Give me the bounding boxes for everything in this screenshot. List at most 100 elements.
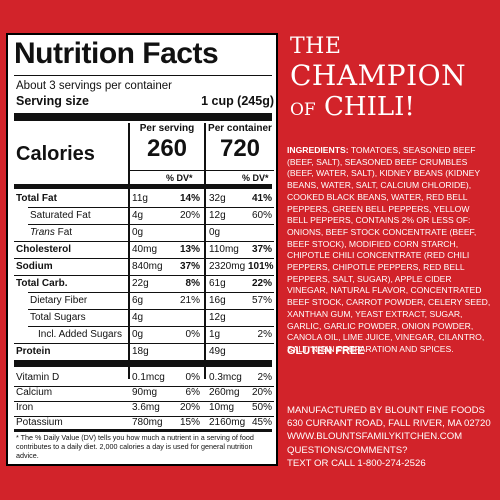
ingredients-text: Tomatoes, Seasoned Beef (Beef, Salt), Se… (287, 145, 491, 354)
container-amount: 2320mg (209, 261, 246, 272)
nutrient-label: Total Carb. (16, 275, 67, 292)
calories-per-container: 720 (219, 135, 261, 162)
ingredients-label: INGREDIENTS: (287, 145, 349, 155)
nutrient-name: Dietary Fiber (30, 295, 88, 306)
container-amount: 10mg (209, 402, 235, 413)
per-serving-header: Per serving (139, 123, 195, 134)
nutrient-label: Total Sugars (30, 309, 86, 326)
daily-value-footnote: * The % Daily Value (DV) tells you how m… (16, 433, 254, 460)
nutrient-label: Dietary Fiber (30, 292, 87, 309)
container-amount: 32g (209, 193, 226, 204)
rule (14, 416, 274, 417)
website-link[interactable]: WWW.BLOUNTSFAMILYKITCHEN.COM (287, 431, 463, 443)
rule (14, 275, 274, 276)
nutrient-name: Total Carb. (16, 278, 68, 289)
serving-size-label: Serving size (16, 94, 89, 108)
nutrient-label: Cholesterol (16, 241, 71, 258)
tagline-of: OF (290, 100, 316, 120)
serving-amount: 840mg (132, 261, 163, 272)
serving-dv: 15% (179, 417, 200, 428)
nutrient-row: Total Sugars 4g 12g (8, 309, 276, 326)
rule (28, 309, 274, 310)
vitamin-name: Calcium (16, 387, 53, 398)
container-dv: 20% (251, 387, 272, 398)
nutrient-name: Saturated Fat (30, 210, 91, 221)
vitamin-name: Potassium (16, 417, 63, 428)
serving-amount: 6g (132, 295, 144, 306)
tagline-line-1: THE (290, 34, 342, 59)
questions-line: QUESTIONS/COMMENTS? (287, 444, 408, 456)
container-dv: 37% (251, 244, 272, 255)
thick-rule (14, 184, 272, 189)
rule (14, 386, 274, 387)
vitamin-row: Vitamin D 0.1mcg 0% 0.3mcg 2% (8, 369, 276, 386)
nutrient-label: Saturated Fat (30, 207, 91, 224)
serving-dv: 20% (179, 402, 200, 413)
rule (14, 401, 274, 402)
nutrient-name: Trans (30, 227, 55, 238)
serving-dv: 13% (179, 244, 200, 255)
dv-header-container: % DV* (242, 173, 269, 183)
rule (14, 429, 272, 432)
servings-per-container: About 3 servings per container (16, 80, 172, 92)
container-amount: 61g (209, 278, 226, 289)
serving-amount: 4g (132, 210, 144, 221)
manufacturer-line: MANUFACTURED BY BLOUNT FINE FOODS (287, 405, 485, 416)
calories-per-serving: 260 (146, 135, 188, 162)
container-dv: 60% (251, 210, 272, 221)
vitamin-row: Iron 3.6mg 20% 10mg 50% (8, 399, 276, 416)
container-dv: 2% (257, 329, 272, 340)
nutrient-name: Protein (16, 346, 51, 357)
serving-amount: 780mg (132, 417, 163, 428)
nutrient-label: Sodium (16, 258, 53, 275)
container-amount: 0g (209, 227, 221, 238)
tagline-line-2: CHAMPION (290, 59, 467, 92)
rule (14, 258, 274, 259)
address-line: 630 CURRANT ROAD, FALL RIVER, MA 02720 (287, 418, 491, 430)
serving-dv: 20% (179, 210, 200, 221)
nutrient-label: Protein (16, 343, 50, 360)
serving-amount: 0.1mcg (132, 372, 165, 383)
serving-amount: 11g (132, 193, 148, 204)
container-dv: 22% (251, 278, 272, 289)
column-divider (128, 123, 130, 379)
container-amount: 49g (209, 346, 226, 357)
dv-header-serving: % DV* (166, 173, 193, 183)
nutrient-row: Trans Fat 0g 0g (8, 224, 276, 241)
nutrient-row: Protein 18g 49g (8, 343, 276, 360)
calories-label: Calories (16, 143, 95, 165)
vitamin-name: Iron (16, 402, 34, 413)
container-amount: 16g (209, 295, 226, 306)
serving-amount: 0g (132, 227, 144, 238)
nutrient-row: Cholesterol 40mg 13% 110mg 37% (8, 241, 276, 258)
tagline-line-3: OF CHILI! (290, 92, 466, 125)
serving-size-row: Serving size 1 cup (245g) (16, 94, 274, 109)
thick-rule (14, 113, 272, 121)
container-amount: 12g (209, 312, 226, 323)
container-dv: 101% (248, 261, 274, 272)
nutrient-label: Trans Fat (30, 224, 72, 241)
nutrient-name: Cholesterol (16, 244, 72, 255)
phone-line: TEXT OR CALL 1-800-274-2526 (287, 457, 426, 469)
vitamin-row: Potassium 780mg 15% 2160mg 45% (8, 414, 276, 431)
nutrient-name-suffix: Fat (54, 227, 73, 238)
rule (28, 292, 274, 293)
rule (14, 75, 272, 76)
nutrient-row: Incl. Added Sugars 0g 0% 1g 2% (8, 326, 276, 343)
column-divider (204, 123, 206, 379)
nutrient-row: Total Carb. 22g 8% 61g 22% (8, 275, 276, 292)
serving-amount: 22g (132, 278, 149, 289)
serving-amount: 90mg (132, 387, 158, 398)
container-amount: 0.3mcg (209, 372, 242, 383)
container-dv: 41% (251, 193, 272, 204)
container-amount: 110mg (209, 244, 239, 255)
serving-dv: 37% (179, 261, 200, 272)
nutrient-label: Incl. Added Sugars (38, 326, 122, 343)
serving-amount: 18g (132, 346, 149, 357)
rule (28, 207, 274, 208)
serving-dv: 8% (185, 278, 200, 289)
serving-size-value: 1 cup (245g) (201, 94, 274, 108)
rule (28, 224, 274, 225)
manufacturer-info: MANUFACTURED BY BLOUNT FINE FOODS 630 CU… (287, 404, 497, 470)
rule (14, 241, 274, 242)
